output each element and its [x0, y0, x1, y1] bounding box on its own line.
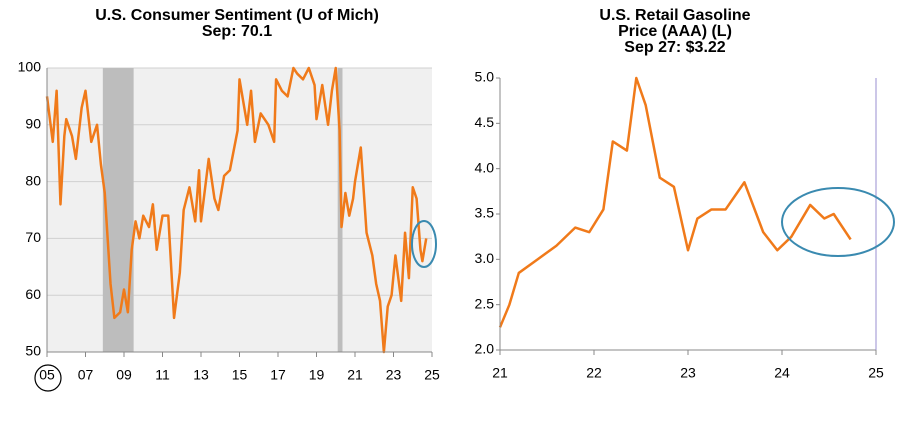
x-tick-label: 22	[586, 365, 602, 381]
highlight-ellipse	[411, 220, 437, 268]
x-tick-label: 19	[309, 367, 325, 383]
x-tick-label: 05	[39, 367, 55, 383]
chart-subtitle: Sep: 70.1	[202, 23, 272, 40]
chart-subtitle: Sep 27: $3.22	[624, 39, 726, 56]
y-tick-label: 70	[25, 229, 41, 245]
x-tick-label: 11	[155, 367, 170, 383]
y-tick-label: 5.0	[475, 69, 495, 85]
x-tick-label: 25	[424, 367, 440, 383]
plot-background	[500, 78, 876, 350]
x-tick-label: 17	[270, 367, 286, 383]
chart-title: U.S. Retail Gasoline	[599, 7, 750, 24]
x-tick-label: 23	[680, 365, 696, 381]
y-tick-label: 3.5	[475, 205, 495, 221]
highlight-circle	[34, 364, 62, 392]
y-tick-label: 50	[25, 343, 41, 359]
x-tick-label: 21	[492, 365, 508, 381]
highlight-ellipse	[781, 187, 895, 257]
y-tick-label: 3.0	[475, 250, 495, 266]
x-tick-label: 24	[774, 365, 790, 381]
line-series	[45, 66, 428, 354]
y-tick-label: 4.0	[475, 159, 495, 175]
y-tick-label: 90	[25, 116, 41, 132]
y-tick-label: 2.5	[475, 295, 495, 311]
x-tick-label: 23	[386, 367, 402, 383]
y-tick-label: 4.5	[475, 114, 495, 130]
x-tick-label: 13	[193, 367, 209, 383]
x-tick-label: 07	[78, 367, 94, 383]
x-tick-label: 09	[116, 367, 132, 383]
chart-title: Price (AAA) (L)	[618, 23, 732, 40]
chart-title: U.S. Consumer Sentiment (U of Mich)	[95, 7, 379, 24]
y-tick-label: 100	[18, 59, 42, 75]
y-tick-label: 80	[25, 172, 41, 188]
x-tick-label: 21	[347, 367, 363, 383]
x-tick-label: 25	[868, 365, 884, 381]
y-tick-label: 2.0	[475, 341, 495, 357]
x-tick-label: 15	[232, 367, 248, 383]
y-tick-label: 60	[25, 286, 41, 302]
